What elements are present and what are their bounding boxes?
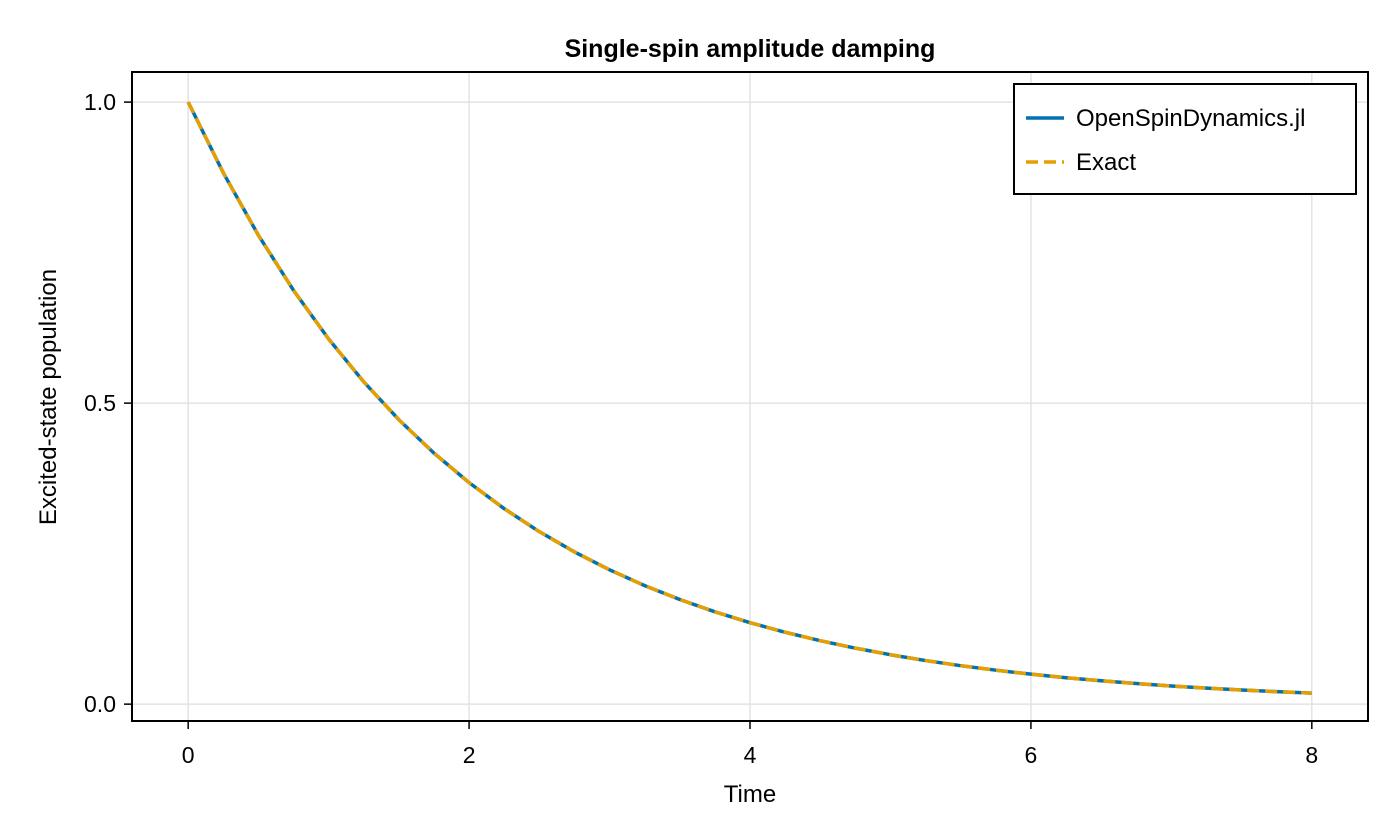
series-line-exact — [186, 101, 1312, 695]
y-tick-label: 0.0 — [84, 691, 116, 717]
y-axis-label: Excited-state population — [35, 269, 62, 525]
legend-label-openspindynamics: OpenSpinDynamics.jl — [1076, 105, 1305, 132]
legend: OpenSpinDynamics.jl Exact — [1013, 83, 1357, 195]
legend-label-exact: Exact — [1076, 149, 1136, 176]
legend-box — [1013, 83, 1357, 195]
y-tick-label: 0.5 — [84, 390, 116, 416]
x-tick-label: 0 — [182, 742, 195, 768]
series-layer — [186, 101, 1312, 695]
x-tick-label: 4 — [744, 742, 757, 768]
axis-ticks: 0 2 4 6 8 0.0 0.5 1.0 — [84, 89, 1318, 768]
x-tick-label: 6 — [1025, 742, 1038, 768]
x-tick-label: 2 — [463, 742, 476, 768]
x-axis-label: Time — [724, 781, 776, 808]
y-tick-label: 1.0 — [84, 89, 116, 115]
x-tick-label: 8 — [1305, 742, 1318, 768]
chart-title: Single-spin amplitude damping — [565, 35, 936, 63]
